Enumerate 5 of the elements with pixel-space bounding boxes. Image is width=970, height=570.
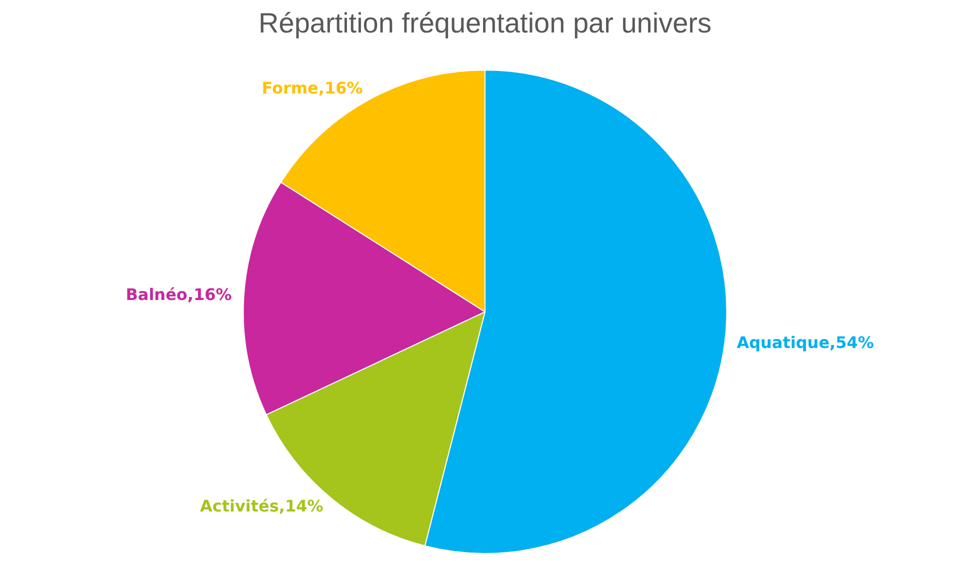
slice-label: Aquatique,54% (736, 332, 874, 352)
chart-title: Répartition fréquentation par univers (258, 8, 712, 39)
slice-label: Balnéo,16% (126, 285, 232, 304)
slice-label: Activités,14% (200, 496, 324, 516)
slice-label: Forme,16% (262, 78, 363, 98)
